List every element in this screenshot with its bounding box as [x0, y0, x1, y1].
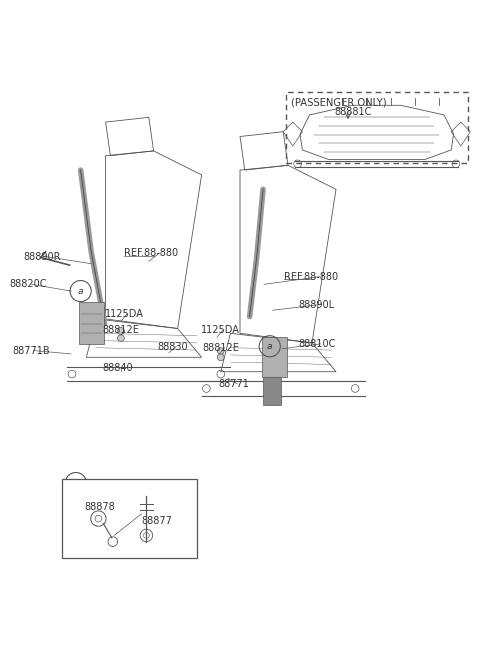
Text: REF.88-880: REF.88-880: [284, 271, 338, 282]
Text: 88771B: 88771B: [12, 346, 49, 355]
Text: 1125DA: 1125DA: [105, 309, 144, 319]
Text: 88881C: 88881C: [334, 107, 372, 117]
Text: a: a: [73, 478, 79, 487]
Bar: [262, 337, 287, 376]
Text: 88878: 88878: [84, 502, 115, 512]
Text: 88877: 88877: [142, 516, 172, 526]
FancyBboxPatch shape: [286, 92, 468, 163]
Text: 88830: 88830: [157, 342, 188, 351]
Text: a: a: [267, 342, 273, 351]
Text: 1125DA: 1125DA: [201, 325, 240, 336]
Text: 88840: 88840: [102, 363, 133, 373]
Text: 88812E: 88812E: [203, 343, 240, 353]
Text: 88820C: 88820C: [10, 279, 47, 289]
Text: 88771: 88771: [218, 378, 249, 389]
Circle shape: [217, 354, 224, 361]
Text: REF.88-880: REF.88-880: [124, 248, 178, 258]
Bar: [263, 378, 281, 405]
Text: a: a: [78, 286, 84, 296]
Text: 88890R: 88890R: [23, 252, 60, 261]
Circle shape: [217, 348, 224, 354]
Text: (PASSENGER ONLY): (PASSENGER ONLY): [291, 98, 387, 108]
Circle shape: [118, 328, 124, 334]
Text: 88812E: 88812E: [102, 325, 139, 336]
Bar: [79, 302, 104, 344]
FancyBboxPatch shape: [62, 479, 197, 558]
Circle shape: [118, 334, 124, 342]
Text: 88890L: 88890L: [299, 300, 335, 309]
Text: 88810C: 88810C: [299, 339, 336, 349]
